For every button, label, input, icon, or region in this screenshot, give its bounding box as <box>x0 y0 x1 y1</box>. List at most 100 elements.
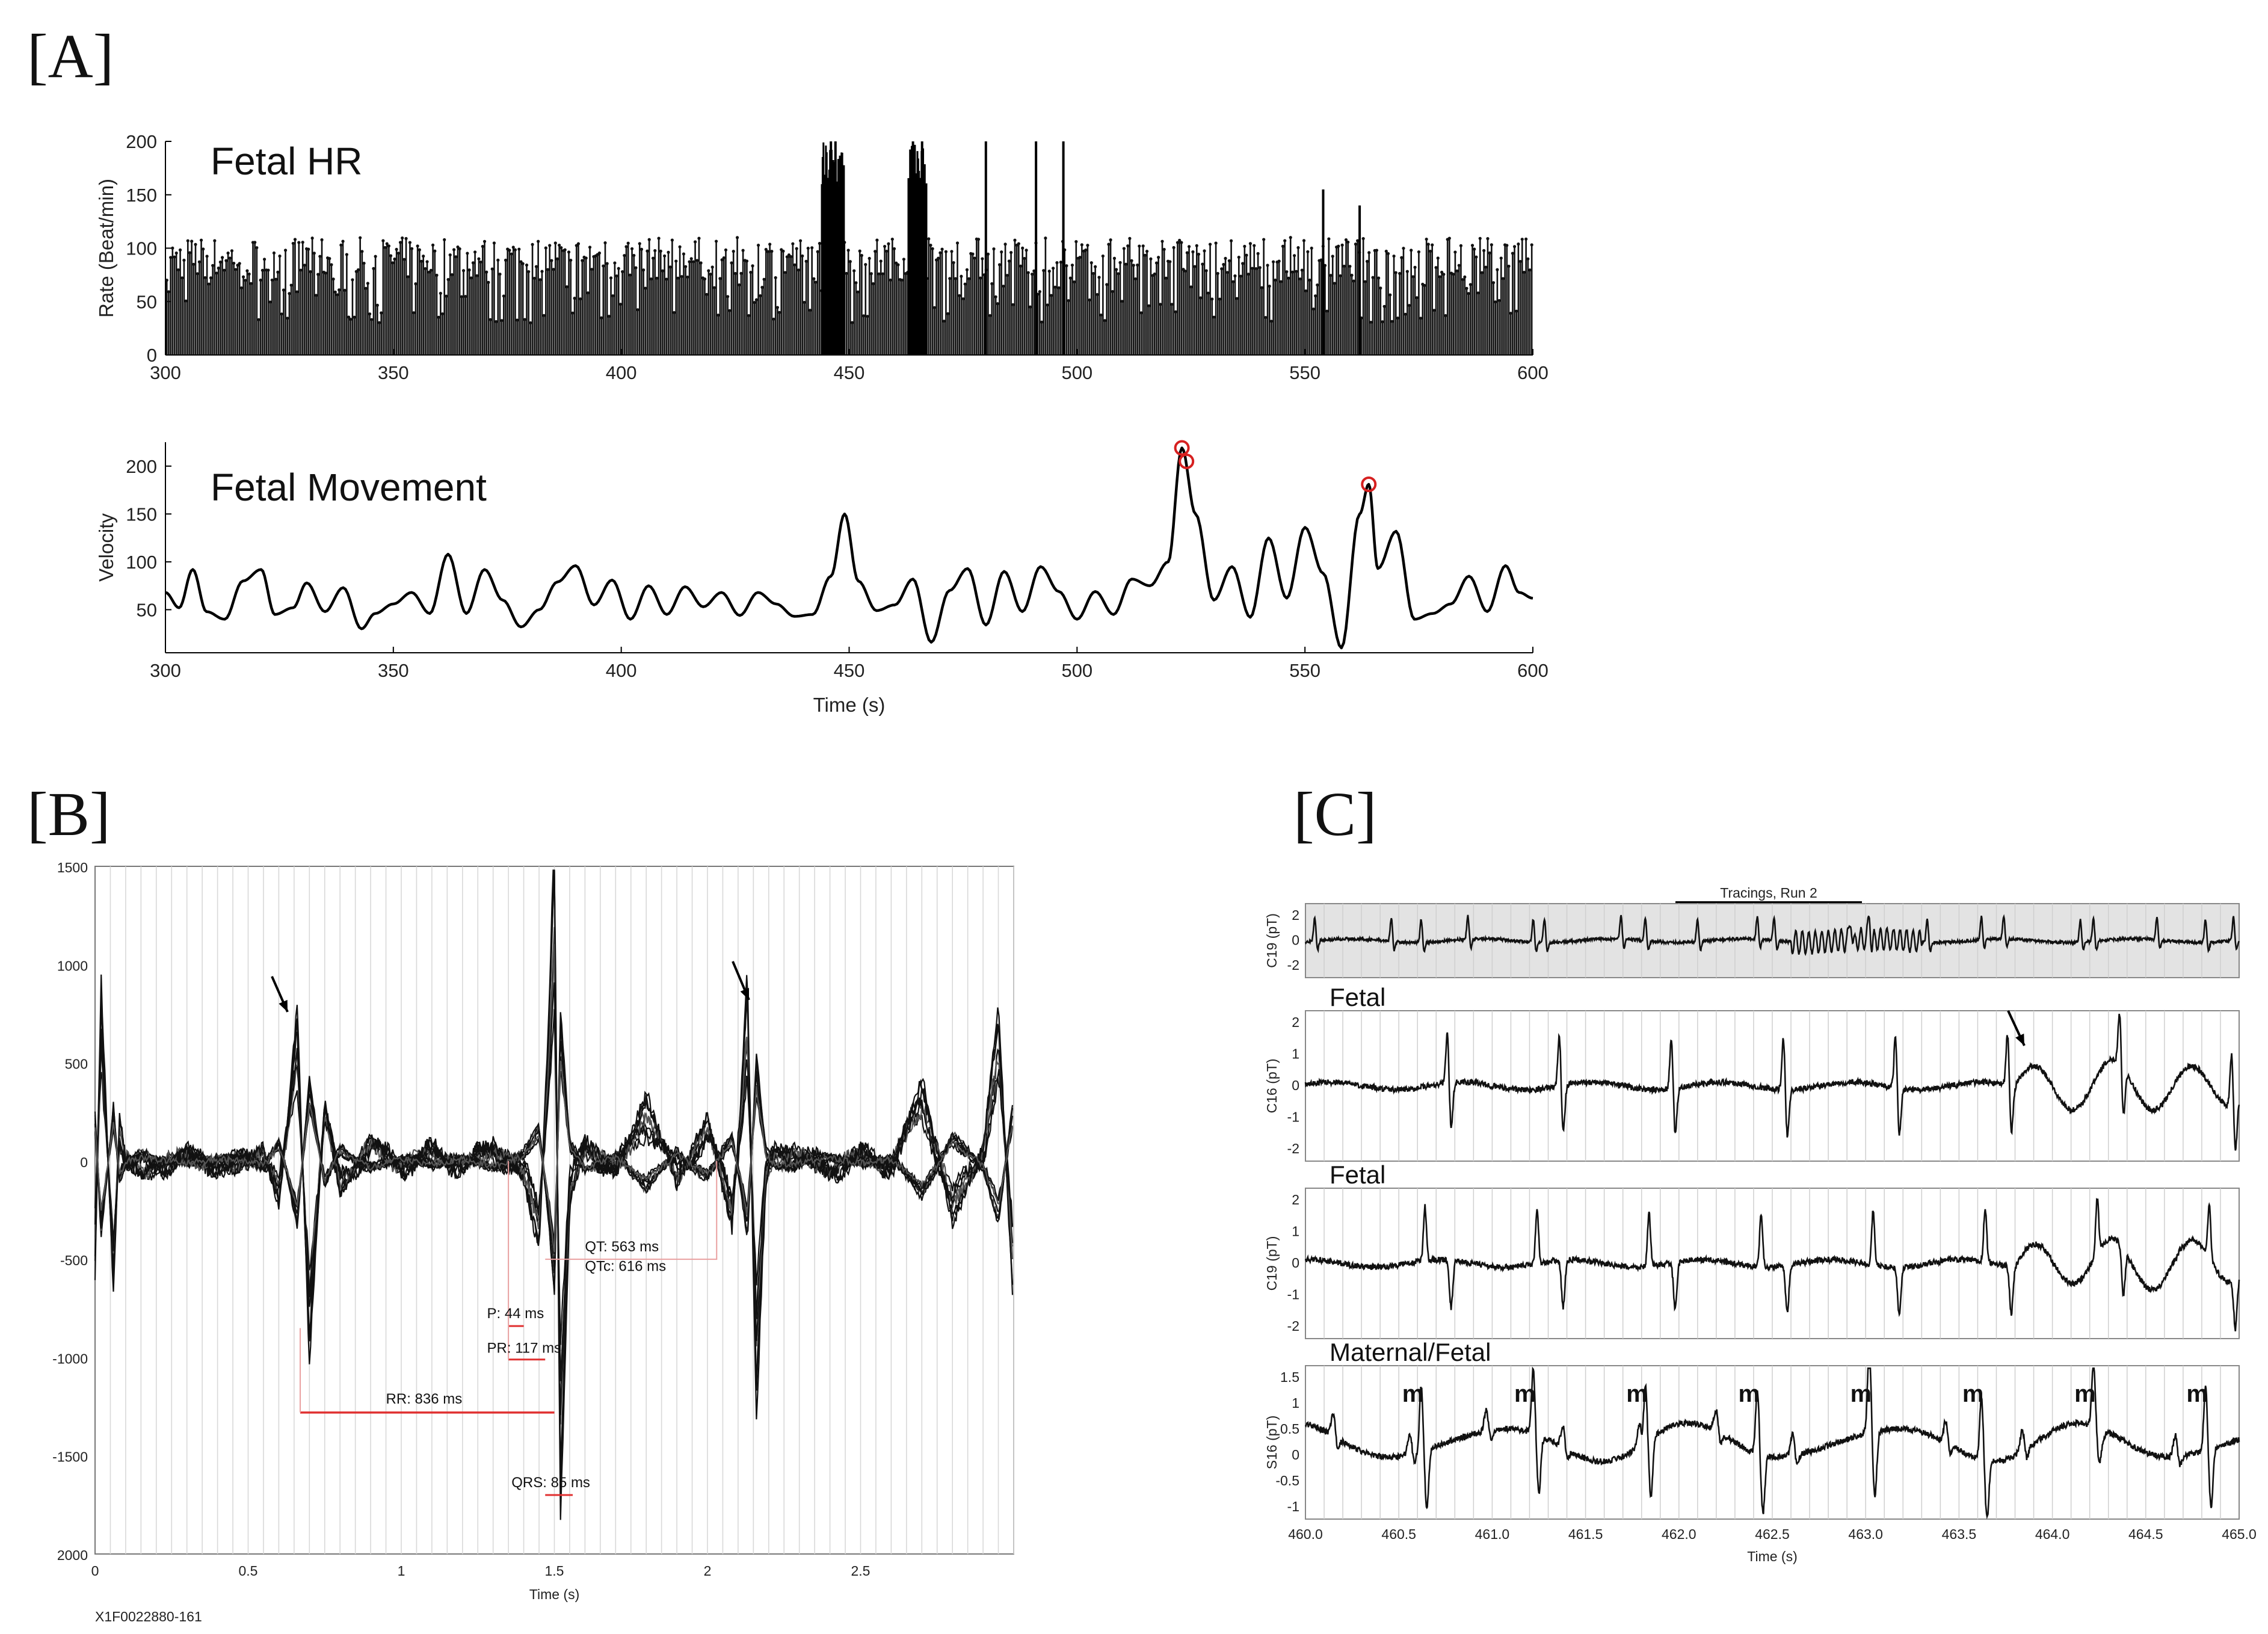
hr-bar-tip <box>1067 299 1070 303</box>
hr-bar-tip <box>927 237 931 241</box>
hr-bar-tip <box>678 245 682 248</box>
hr-bar-tip <box>850 321 854 324</box>
hr-bar-tip <box>1518 259 1522 264</box>
hr-bar-tip <box>730 261 733 265</box>
hr-bar-tip <box>374 254 377 258</box>
hr-bar-tip <box>1410 248 1413 252</box>
hr-bar-tip <box>508 248 511 252</box>
hr-bar-tip <box>1136 263 1139 267</box>
hr-bar-tip <box>1174 310 1177 313</box>
hr-bar-tip <box>990 282 994 286</box>
mcg-y-tick-label: 0 <box>80 1155 88 1170</box>
hr-bar-tip <box>864 263 867 267</box>
hr-bar-tip <box>764 248 768 251</box>
hr-bar-tip <box>517 247 521 251</box>
hr-y-tick-label: 50 <box>137 291 157 312</box>
trace-x-tick-label: 461.0 <box>1475 1526 1510 1542</box>
hr-bar-tip <box>1239 274 1243 278</box>
trace-y-tick-label: -2 <box>1287 1318 1299 1334</box>
hr-bar-tip <box>720 258 724 262</box>
hr-bar-tip <box>280 312 283 316</box>
hr-bar-tip <box>391 261 395 265</box>
hr-bar-tip <box>209 276 213 280</box>
trace-x-tick-label: 460.5 <box>1381 1526 1416 1542</box>
movement-title: Fetal Movement <box>211 466 487 509</box>
hr-bar-tip <box>1522 271 1526 274</box>
hr-bar-tip <box>1475 255 1478 259</box>
hr-bar-tip <box>335 293 339 297</box>
hr-bar-tip <box>1025 248 1028 252</box>
hr-bar-tip <box>1013 238 1017 242</box>
hr-bar-tip <box>753 301 756 304</box>
hr-bar-tip <box>454 255 458 259</box>
hr-bar-tip <box>1407 304 1411 307</box>
hr-bar-tip <box>759 294 762 298</box>
hr-bar-tip <box>1086 244 1089 247</box>
hr-bar-tip <box>1375 248 1379 252</box>
hr-bar-tip <box>345 253 348 256</box>
hr-bar-tip <box>521 262 525 265</box>
hr-bar-tip <box>1480 271 1484 274</box>
hr-bar-tip <box>609 276 613 280</box>
panel-label-c: [C] <box>1293 780 1377 849</box>
hr-bar-tip <box>1468 283 1472 286</box>
hr-bar-tip <box>223 268 226 272</box>
hr-y-tick-label: 100 <box>126 238 157 259</box>
hr-bar-tip <box>385 242 389 245</box>
hr-x-tick-label: 450 <box>834 362 865 383</box>
hr-bar-tip <box>1007 259 1011 263</box>
hr-bar-tip <box>1193 265 1197 268</box>
hr-bar-tip <box>1253 244 1256 247</box>
hr-bar-tip <box>1049 294 1053 297</box>
hr-bar-tip <box>552 268 555 271</box>
hr-bar-tip <box>634 266 638 270</box>
hr-bar-tip <box>211 264 215 267</box>
hr-bar-tip <box>1379 286 1382 290</box>
hr-bar-tip <box>584 256 588 260</box>
hr-bar-tip <box>427 270 431 274</box>
hr-bar-tip <box>791 242 795 245</box>
hr-bar-tip <box>1354 242 1358 246</box>
hr-bar-tip <box>632 253 636 257</box>
hr-bar-tip <box>860 254 864 257</box>
hr-bar-tip <box>272 251 276 255</box>
hr-bar-tip <box>1231 280 1235 283</box>
hr-bar-tip <box>611 294 615 298</box>
hr-bar-tip <box>623 254 626 257</box>
hr-bar-tip <box>861 314 866 318</box>
hr-bar-tip <box>760 286 764 289</box>
mcg-y-tick-label: 1500 <box>57 860 88 875</box>
hr-bar-tip <box>267 268 270 272</box>
hr-bar-tip <box>1044 236 1047 240</box>
hr-bar-tip <box>661 269 665 273</box>
hr-bar-tip <box>1411 275 1415 279</box>
hr-bar-tip <box>418 248 421 251</box>
hr-bar-tip <box>579 297 582 301</box>
hr-bar-tip <box>383 245 387 250</box>
hr-bar-tip <box>496 258 500 262</box>
trace-panel-label: Fetal <box>1330 1161 1385 1189</box>
hr-bar-tip <box>351 278 354 282</box>
hr-bar-tip <box>777 310 781 314</box>
trace-y-axis-label: S16 (pT) <box>1264 1416 1280 1469</box>
hr-bar-tip <box>467 268 471 272</box>
hr-bar-tip <box>401 236 404 240</box>
hr-bar-tip <box>724 248 728 252</box>
hr-bar-tip <box>803 300 806 304</box>
hr-bar-tip <box>1070 264 1074 267</box>
hr-bar-tip <box>1459 244 1463 247</box>
hr-bar-tip <box>747 313 751 318</box>
hr-bar-tip <box>353 315 356 319</box>
hr-bars <box>165 141 1533 355</box>
mcg-x-tick-label: 0 <box>91 1563 99 1579</box>
hr-bar-tip <box>1005 274 1009 277</box>
hr-bar-tip <box>812 277 816 280</box>
hr-bar-tip <box>1250 267 1254 270</box>
hr-bar-tip <box>948 277 952 280</box>
hr-bar-tip <box>1371 276 1375 279</box>
hr-bar-tip <box>431 243 435 247</box>
hr-bar-tip <box>642 268 646 272</box>
hr-bar-tip <box>174 251 178 255</box>
hr-bar-tip <box>950 250 954 253</box>
hr-bar-tip <box>1440 270 1444 274</box>
